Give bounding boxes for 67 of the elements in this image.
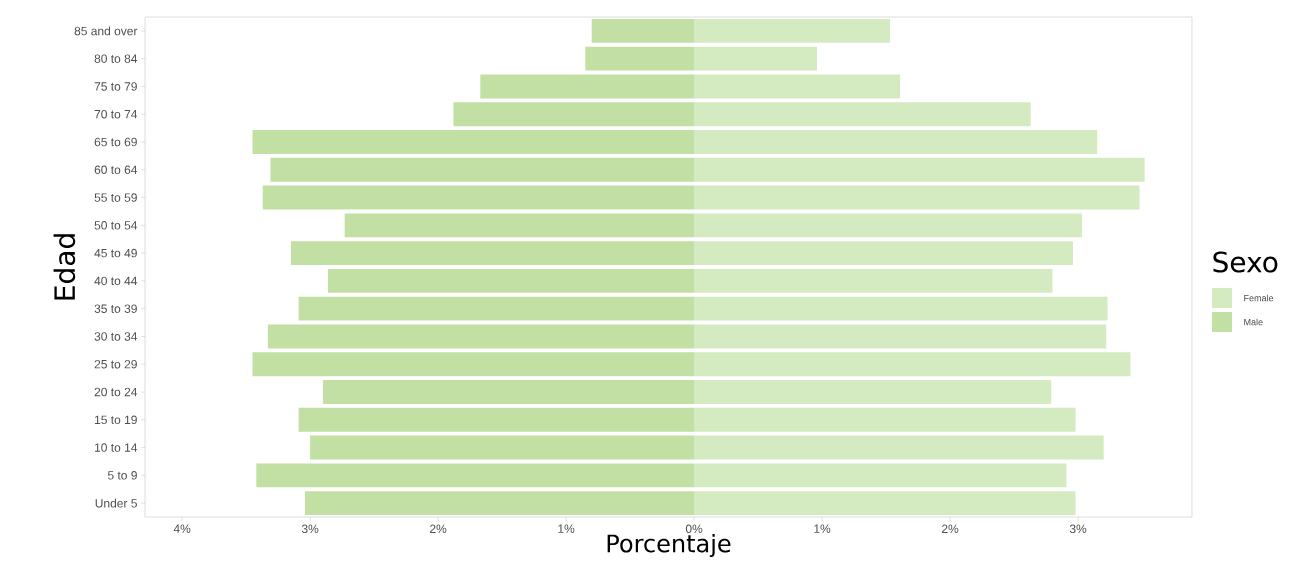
bar (344, 213, 695, 238)
bar (262, 185, 695, 210)
y-tick-label: 70 to 74 (94, 109, 138, 119)
y-tick-label: 75 to 79 (94, 82, 137, 91)
bar (252, 352, 695, 377)
bar (304, 491, 695, 516)
bar (694, 102, 1031, 127)
bar (694, 213, 1082, 238)
bar (694, 380, 1052, 404)
bar (694, 18, 890, 43)
y-tick-label: 85 and over (74, 26, 138, 36)
x-tick-label: 3% (1069, 524, 1087, 534)
bar (252, 130, 695, 154)
bar (694, 46, 817, 71)
bar (694, 241, 1073, 266)
y-tick-label: 5 to 9 (107, 471, 137, 480)
y-tick-label: 55 to 59 (94, 193, 137, 202)
x-tick-label: 1% (814, 524, 831, 533)
bar (694, 463, 1067, 488)
bar (694, 157, 1145, 182)
y-tick-label: 40 to 44 (94, 276, 138, 286)
y-tick-label: 10 to 14 (95, 443, 138, 452)
bar (694, 324, 1107, 349)
y-tick-label: 80 to 84 (94, 54, 138, 63)
bar (298, 296, 695, 321)
y-tick-label: 65 to 69 (94, 137, 137, 147)
y-tick-label: 20 to 24 (94, 387, 138, 397)
y-tick-label: 60 to 64 (94, 165, 138, 175)
bar (298, 407, 695, 432)
bar (453, 102, 695, 127)
bar (310, 435, 695, 460)
bar (480, 74, 695, 99)
y-tick-label: 30 to 34 (94, 332, 138, 341)
bar (328, 268, 695, 293)
bar (694, 74, 901, 99)
bar (694, 435, 1104, 460)
bar (290, 241, 695, 266)
y-tick-label: Under 5 (95, 498, 137, 508)
legend-label: Female (1244, 294, 1274, 302)
bar (694, 407, 1076, 432)
x-axis-title: Porcentaje (607, 533, 731, 558)
y-axis-title: Edad (53, 234, 76, 300)
bar (694, 185, 1140, 210)
y-tick-label: 35 to 39 (94, 304, 137, 313)
bar (591, 18, 695, 43)
bar (585, 46, 695, 71)
x-tick-label: 0% (685, 524, 703, 534)
bar (267, 324, 695, 349)
bar (256, 463, 695, 488)
bar (694, 130, 1098, 154)
x-tick-label: 2% (430, 524, 447, 533)
y-tick-label: 50 to 54 (94, 221, 138, 230)
y-tick-label: 15 to 19 (95, 415, 137, 425)
bar (322, 380, 695, 404)
x-tick-label: 2% (941, 524, 959, 533)
y-tick-label: 25 to 29 (94, 359, 137, 369)
bar (694, 352, 1131, 377)
legend-label: Male (1244, 318, 1263, 326)
bar (694, 296, 1108, 321)
bar (694, 268, 1053, 293)
x-tick-label: 3% (301, 524, 319, 534)
bar (694, 491, 1076, 516)
x-tick-label: 1% (558, 524, 575, 533)
x-tick-label: 4% (173, 524, 191, 533)
legend-title: Sexo (1213, 251, 1278, 273)
y-tick-label: 45 to 49 (94, 248, 137, 258)
bar (270, 157, 695, 182)
